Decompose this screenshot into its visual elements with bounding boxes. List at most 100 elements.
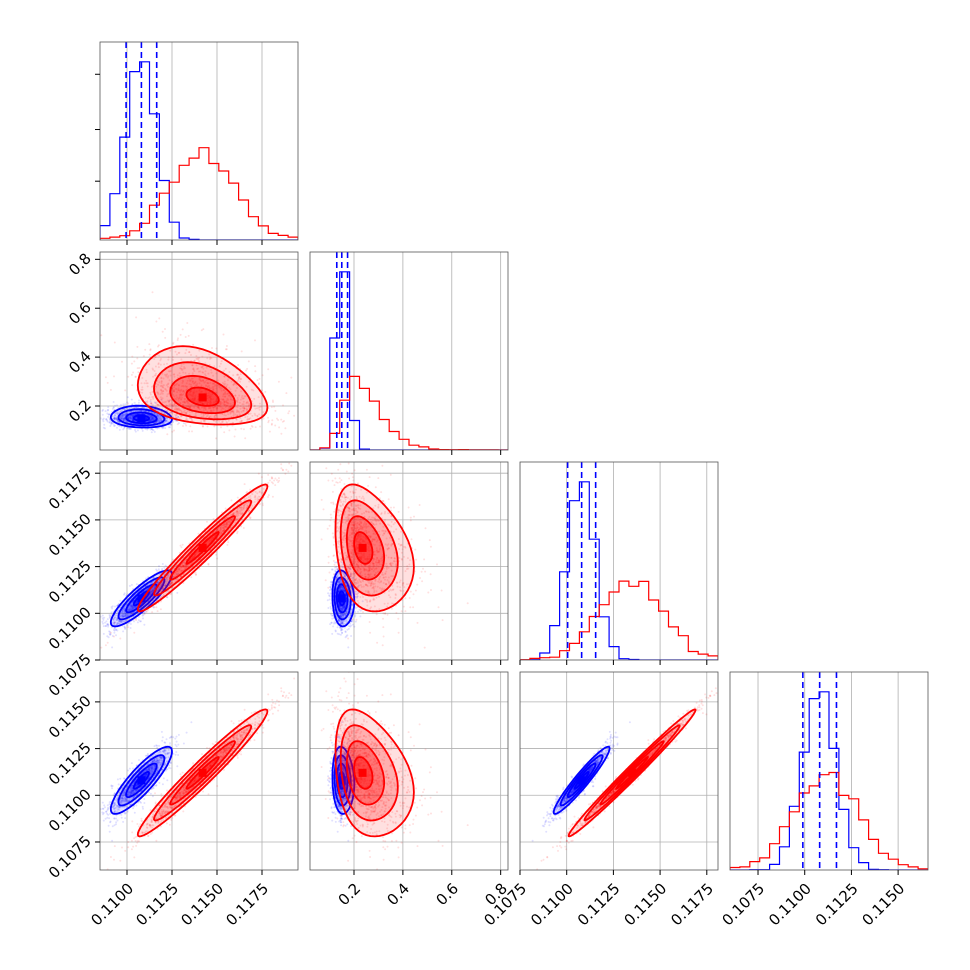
sample-point (155, 403, 158, 406)
sample-point (127, 622, 130, 625)
sample-point (150, 419, 153, 422)
sample-point (258, 406, 261, 408)
sample-point (122, 418, 125, 421)
sample-point (181, 401, 184, 403)
sample-point (232, 412, 235, 415)
sample-point (305, 456, 307, 458)
sample-point (236, 532, 239, 535)
sample-point (176, 391, 179, 394)
sample-point (121, 360, 123, 363)
sample-point (217, 404, 220, 407)
sample-point (169, 584, 172, 587)
sample-point (123, 607, 126, 610)
sample-point (173, 388, 175, 391)
sample-point (159, 363, 162, 366)
sample-point (169, 403, 172, 406)
sample-point (224, 382, 227, 385)
sample-point (122, 615, 125, 618)
sample-point (161, 372, 164, 375)
sample-point (248, 418, 250, 421)
sample-point (116, 404, 118, 407)
sample-point (113, 417, 116, 420)
panel-1-0: 0.20.40.60.8 (65, 249, 299, 455)
sample-point (229, 405, 232, 408)
sample-point (158, 418, 160, 421)
sample-point (179, 409, 182, 412)
sample-point (243, 407, 246, 410)
sample-point (180, 385, 183, 388)
sample-point (181, 404, 184, 406)
sample-point (212, 406, 215, 409)
sample-point (235, 418, 238, 421)
sample-point (204, 374, 207, 377)
sample-point (172, 568, 175, 571)
sample-point (145, 417, 148, 419)
sample-point (132, 419, 135, 422)
sample-point (188, 406, 191, 409)
sample-point (167, 383, 169, 386)
sample-point (141, 406, 144, 409)
sample-point (135, 601, 138, 604)
sample-point (151, 404, 154, 406)
sample-point (189, 389, 192, 392)
sample-point (177, 407, 180, 410)
sample-point (173, 375, 176, 378)
sample-point (119, 620, 122, 623)
sample-point (207, 413, 209, 416)
sample-point (122, 419, 125, 422)
sample-point (213, 415, 216, 417)
sample-point (213, 382, 216, 385)
sample-point (223, 384, 226, 386)
panel-content (100, 456, 307, 660)
sample-point (175, 407, 178, 410)
sample-point (141, 386, 144, 389)
sample-point (109, 633, 112, 636)
sample-point (199, 379, 201, 382)
sample-point (200, 384, 203, 387)
sample-point (104, 410, 107, 413)
sample-point (274, 484, 277, 487)
sample-point (164, 592, 167, 595)
sample-point (236, 373, 239, 376)
sample-point (185, 405, 188, 408)
sample-point (207, 372, 210, 375)
sample-point (137, 615, 140, 618)
sample-point (208, 387, 211, 390)
sample-point (249, 488, 252, 491)
sample-point (101, 614, 104, 617)
sample-point (149, 400, 152, 403)
sample-point (128, 608, 130, 611)
sample-point (113, 416, 116, 419)
sample-point (113, 623, 116, 626)
sample-point (112, 401, 115, 403)
sample-point (220, 360, 223, 363)
sample-point (140, 388, 143, 391)
sample-point (176, 414, 178, 416)
sample-point (162, 386, 165, 389)
sample-point (209, 395, 212, 398)
sample-point (160, 380, 163, 382)
sample-point (110, 423, 113, 426)
sample-point (196, 357, 199, 360)
sample-point (180, 389, 183, 392)
sample-point (118, 620, 121, 622)
sample-point (135, 406, 138, 409)
sample-point (174, 406, 177, 409)
sample-point (176, 374, 179, 377)
sample-point (200, 406, 203, 409)
sample-point (129, 608, 132, 610)
sample-point (192, 399, 195, 402)
sample-point (281, 420, 284, 423)
sample-point (146, 382, 149, 385)
sample-point (193, 359, 196, 362)
sample-point (153, 430, 156, 433)
sample-point (274, 424, 277, 427)
sample-point (130, 417, 133, 420)
sample-point (201, 355, 204, 358)
sample-point (185, 412, 188, 415)
sample-point (116, 619, 119, 622)
sample-point (121, 614, 124, 617)
sample-point (127, 608, 130, 611)
sample-point (188, 406, 191, 409)
sample-point (232, 411, 235, 414)
